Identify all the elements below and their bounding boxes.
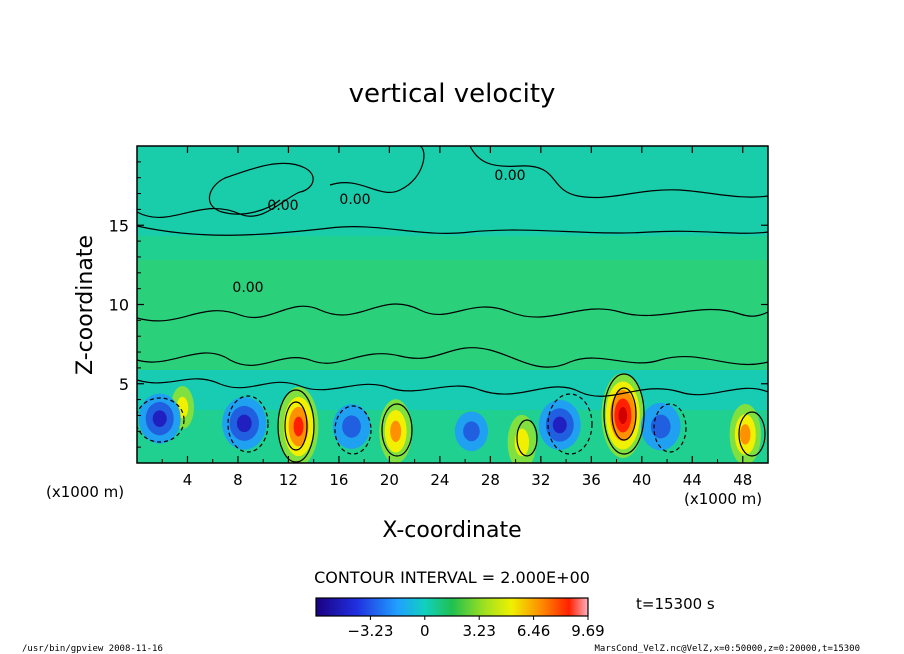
contour-upper-3 [469, 146, 768, 199]
colorbar [315, 597, 589, 617]
contour-mid-1 [137, 303, 768, 322]
x-tick-label-16: 16 [329, 471, 348, 489]
downdraft-cell-10-level-2 [552, 416, 567, 434]
x-tick-label-32: 32 [531, 471, 550, 489]
contour-cell-f [516, 419, 538, 457]
contours [137, 146, 768, 463]
downdraft-cell-7-level-2 [236, 414, 252, 433]
updraft-cell-2-level-1 [514, 428, 530, 457]
contour-cell-e [611, 387, 637, 441]
x-tick-label-24: 24 [430, 471, 449, 489]
x-tick-label-20: 20 [380, 471, 399, 489]
downdraft-cell-9-level-1 [463, 421, 480, 442]
downdraft-cell-6-level-2 [152, 410, 167, 427]
colorbar-tick-label-4: 9.69 [571, 622, 604, 640]
downdraft-cell-8-level-1 [342, 415, 361, 438]
y-tick-label-5: 5 [119, 375, 129, 394]
contour-upper-4 [137, 225, 768, 236]
footer-right: MarsCond_VelZ.nc@VelZ,x=0:50000,z=0:2000… [594, 644, 860, 654]
updraft-cell-4-level-2 [740, 424, 751, 445]
x-tick-label-28: 28 [481, 471, 500, 489]
x-unit-right: (x1000 m) [684, 490, 762, 508]
colorbar-ticks: −3.23 0 3.23 6.46 9.69 [347, 616, 605, 640]
cells [138, 372, 761, 463]
updraft-cell-1-level-2 [390, 420, 402, 442]
x-unit-left: (x1000 m) [46, 483, 124, 501]
mid-layer [137, 260, 768, 370]
contour-label-3: 0.00 [232, 280, 263, 296]
contour-cell-k [547, 393, 593, 455]
downdraft-cell-11-level-1 [650, 414, 671, 439]
y-axis: 5 10 15 [109, 161, 768, 448]
x-tick-label-8: 8 [233, 471, 243, 489]
colorbar-tick-label-2: 3.23 [462, 622, 495, 640]
contour-upper-2 [329, 146, 425, 193]
x-axis: 4 8 12 16 20 24 28 32 36 40 44 48 [161, 146, 752, 489]
contour-cell-c [381, 403, 413, 457]
time-label: t=15300 s [636, 595, 715, 613]
x-tick-label-48: 48 [733, 471, 752, 489]
contour-mid-2 [137, 347, 768, 368]
contour-cell-a [277, 389, 315, 463]
contour-low-1 [137, 378, 768, 397]
x-tick-label-36: 36 [582, 471, 601, 489]
contour-labels: 0.00 0.00 0.00 0.00 [232, 168, 525, 296]
y-tick-label-15: 15 [109, 216, 129, 235]
footer-left: /usr/bin/gpview 2008-11-16 [22, 644, 163, 654]
contour-label-1: 0.00 [339, 192, 370, 208]
contour-interval: CONTOUR INTERVAL = 2.000E+00 [314, 568, 590, 587]
updraft-cell-3-level-4 [618, 406, 628, 424]
chart-title: vertical velocity [349, 79, 556, 109]
x-tick-label-12: 12 [279, 471, 298, 489]
upper-layer [137, 146, 768, 236]
x-tick-label-44: 44 [683, 471, 702, 489]
contour-label-2: 0.00 [494, 168, 525, 184]
contour-upper-1 [137, 162, 314, 218]
updraft-cell-0-level-3 [293, 416, 304, 437]
colorbar-tick-label-3: 6.46 [517, 622, 550, 640]
x-axis-label: X-coordinate [382, 518, 521, 543]
contour-cell-g [738, 411, 766, 457]
contour-cell-d [603, 373, 645, 455]
contour-cell-l [653, 403, 687, 453]
contour-cell-b [284, 401, 308, 451]
colorbar-tick-label-1: 0 [420, 622, 430, 640]
contour-cell-h [137, 397, 185, 443]
contour-label-0: 0.00 [267, 198, 298, 214]
plot-area: 0.00 0.00 0.00 0.00 [137, 146, 768, 463]
colorbar-tick-label-0: −3.23 [347, 622, 393, 640]
x-tick-label-4: 4 [183, 471, 193, 489]
y-tick-label-10: 10 [109, 296, 129, 315]
x-tick-label-40: 40 [632, 471, 651, 489]
y-axis-label: Z-coordinate [73, 235, 98, 375]
contour-cell-i [227, 395, 269, 453]
contour-cell-j [334, 405, 372, 455]
